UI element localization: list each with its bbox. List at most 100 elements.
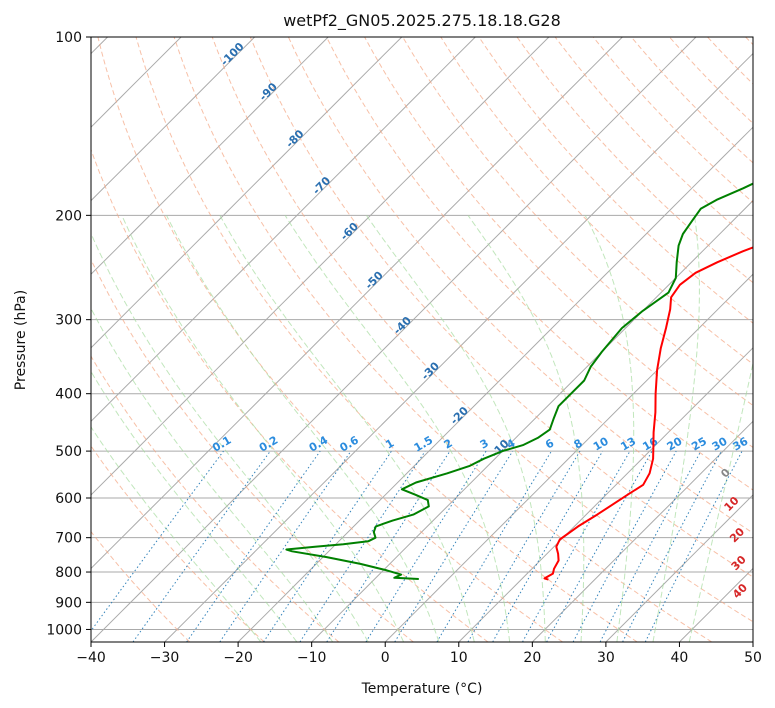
isotherm-10 bbox=[458, 347, 753, 642]
isotherm--60 bbox=[91, 37, 550, 496]
moist-adiabat--10 bbox=[91, 307, 334, 642]
isotherm--20 bbox=[237, 126, 753, 642]
isotherm-label: -90 bbox=[257, 80, 280, 103]
moist-adiabat-20 bbox=[365, 215, 546, 642]
dry-adiabat-110 bbox=[440, 37, 753, 365]
isotherm--80 bbox=[91, 37, 403, 349]
dewpoint-line bbox=[285, 182, 753, 580]
dry-adiabat-10 bbox=[91, 148, 489, 642]
y-axis-label: Pressure (hPa) bbox=[13, 290, 29, 390]
isotherm-0 bbox=[384, 273, 753, 642]
isotherm--10 bbox=[311, 199, 753, 642]
moist-adiabat-30 bbox=[584, 215, 635, 642]
dry-adiabat-140 bbox=[554, 37, 753, 244]
moist-adiabat-10 bbox=[219, 215, 475, 642]
isotherm-40 bbox=[679, 567, 753, 642]
x-axis: −40 −30 −20 −10 0 10 20 30 40 50 bbox=[76, 642, 762, 666]
dry-adiabat-60 bbox=[249, 37, 753, 578]
mixing-ratio-2 bbox=[326, 450, 451, 642]
isotherm-label: -50 bbox=[362, 269, 385, 292]
adiabat-label: 20 bbox=[727, 525, 747, 545]
mixing-ratio-0.1 bbox=[91, 450, 224, 632]
isotherm-30 bbox=[605, 494, 753, 642]
mixing-ratio-6 bbox=[436, 450, 552, 642]
isotherm--100 bbox=[91, 37, 256, 202]
y-tick-label: 200 bbox=[55, 208, 82, 224]
mixing-ratio-label: 1 bbox=[383, 437, 396, 452]
y-tick-label: 900 bbox=[55, 595, 82, 611]
dry-adiabat--20 bbox=[91, 445, 265, 642]
dry-adiabat-30 bbox=[135, 37, 638, 642]
y-tick-label: 700 bbox=[55, 531, 82, 547]
background-lines bbox=[91, 37, 753, 642]
isotherm--90 bbox=[91, 37, 329, 275]
dry-adiabat-180 bbox=[707, 37, 753, 85]
isotherm--70 bbox=[91, 37, 476, 423]
dry-adiabat-50 bbox=[211, 37, 753, 623]
adiabat-label: 40 bbox=[730, 581, 750, 601]
moist-adiabat--15 bbox=[91, 370, 298, 642]
mixing-ratio-4 bbox=[394, 450, 514, 642]
mixing-ratio-25 bbox=[599, 450, 702, 642]
mixing-ratio-0.6 bbox=[219, 450, 352, 642]
isotherm--40 bbox=[91, 37, 697, 642]
moist-adiabat-35 bbox=[652, 215, 700, 642]
isotherm-50 bbox=[752, 641, 753, 642]
mixing-ratio-36 bbox=[644, 450, 743, 642]
y-tick-label: 100 bbox=[55, 30, 82, 46]
mixing-ratio-label: 6 bbox=[543, 436, 556, 451]
mixing-ratio-0.2 bbox=[132, 450, 271, 642]
isotherm--50 bbox=[91, 37, 623, 570]
series-group bbox=[285, 182, 753, 581]
x-tick-label: 0 bbox=[381, 650, 390, 666]
x-tick-label: 20 bbox=[523, 650, 541, 666]
isotherm-label: -100 bbox=[218, 40, 247, 69]
dry-adiabat-40 bbox=[173, 37, 713, 642]
mixing-ratio-label: 2 bbox=[442, 437, 455, 452]
plot-frame bbox=[90, 36, 754, 643]
line-labels: 0.1 0.2 0.4 0.6 1 1.5 2 3 4 6 8 10 13 16 20 25 30 36-100-… bbox=[210, 40, 750, 601]
isotherm-20 bbox=[531, 420, 753, 642]
x-tick-label: 40 bbox=[671, 650, 689, 666]
mixing-ratio-20 bbox=[572, 450, 677, 642]
y-axis: 100 200 300 400 500 600 700 800 900 1000 bbox=[46, 30, 91, 638]
y-tick-label: 800 bbox=[55, 565, 82, 581]
moist-adiabat-25 bbox=[467, 215, 585, 642]
dry-adiabat-70 bbox=[287, 37, 753, 534]
mixing-ratio-16 bbox=[546, 450, 653, 642]
moist-adiabat--5 bbox=[91, 232, 369, 642]
x-tick-label: −20 bbox=[223, 650, 253, 666]
dry-adiabat-150 bbox=[592, 37, 753, 204]
x-tick-label: 30 bbox=[597, 650, 615, 666]
x-axis-label: Temperature (°C) bbox=[361, 681, 483, 697]
moist-adiabat-15 bbox=[284, 215, 511, 642]
isotherm--30 bbox=[164, 52, 753, 642]
dry-adiabat-130 bbox=[516, 37, 753, 284]
mixing-ratio-1 bbox=[263, 450, 392, 642]
dry-adiabat-80 bbox=[326, 37, 753, 491]
adiabat-label: 10 bbox=[722, 494, 742, 514]
dry-adiabat-120 bbox=[478, 37, 753, 324]
isotherm-label: -60 bbox=[338, 220, 361, 243]
chart-title: wetPf2_GN05.2025.275.18.18.G28 bbox=[283, 11, 561, 31]
dry-adiabat-0 bbox=[91, 258, 414, 642]
dry-adiabat--10 bbox=[91, 355, 340, 642]
y-tick-label: 500 bbox=[55, 444, 82, 460]
mixing-ratio-1.5 bbox=[299, 450, 426, 642]
dry-adiabat--30 bbox=[91, 530, 191, 642]
mixing-ratio-0.4 bbox=[186, 450, 321, 642]
mixing-ratio-13 bbox=[522, 450, 631, 642]
isotherm-label: -70 bbox=[310, 174, 333, 197]
dry-adiabat-100 bbox=[402, 37, 753, 407]
y-tick-label: 300 bbox=[55, 313, 82, 329]
isotherm-label: -40 bbox=[391, 314, 414, 337]
isotherm-label: -80 bbox=[283, 127, 306, 150]
y-tick-label: 600 bbox=[55, 491, 82, 507]
moist-adiabat-40 bbox=[688, 361, 753, 642]
dry-adiabat-90 bbox=[364, 37, 753, 449]
adiabat-label: 30 bbox=[729, 553, 749, 573]
mixing-ratio-30 bbox=[622, 450, 722, 642]
dry-adiabat-170 bbox=[669, 37, 753, 125]
x-tick-label: −40 bbox=[76, 650, 106, 666]
